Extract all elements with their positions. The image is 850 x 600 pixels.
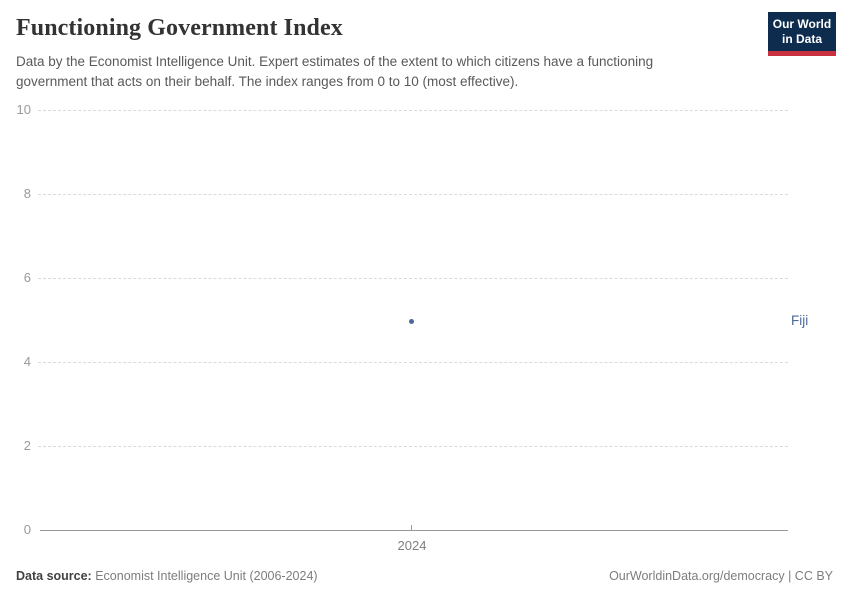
- data-source-text: Economist Intelligence Unit (2006-2024): [91, 569, 318, 583]
- gridline-8: [38, 194, 788, 195]
- gridline-4: [38, 362, 788, 363]
- owid-license-link[interactable]: OurWorldinData.org/democracy | CC BY: [609, 569, 833, 583]
- y-tick-label: 10: [16, 102, 31, 117]
- y-tick-label: 8: [23, 186, 31, 201]
- gridline-10: [38, 110, 788, 111]
- page-title: Functioning Government Index: [16, 15, 343, 41]
- x-tick-label: 2024: [397, 538, 427, 553]
- y-tick-label: 4: [23, 354, 31, 369]
- gridline-2: [38, 446, 788, 447]
- data-source-note: Data source: Economist Intelligence Unit…: [16, 569, 318, 583]
- owid-logo[interactable]: Our World in Data: [768, 12, 836, 56]
- owid-logo-text: Our World in Data: [772, 17, 832, 46]
- y-tick-label: 2: [23, 438, 31, 453]
- chart-subtitle: Data by the Economist Intelligence Unit.…: [16, 54, 654, 89]
- gridline-6: [38, 278, 788, 279]
- entity-label-fiji[interactable]: Fiji: [791, 313, 809, 328]
- y-tick-label: 0: [23, 522, 31, 537]
- x-tick-mark: [411, 525, 412, 530]
- data-point-fiji[interactable]: [409, 319, 414, 324]
- data-source-label: Data source:: [16, 569, 92, 583]
- x-axis-line: [40, 530, 788, 531]
- y-tick-label: 6: [23, 270, 31, 285]
